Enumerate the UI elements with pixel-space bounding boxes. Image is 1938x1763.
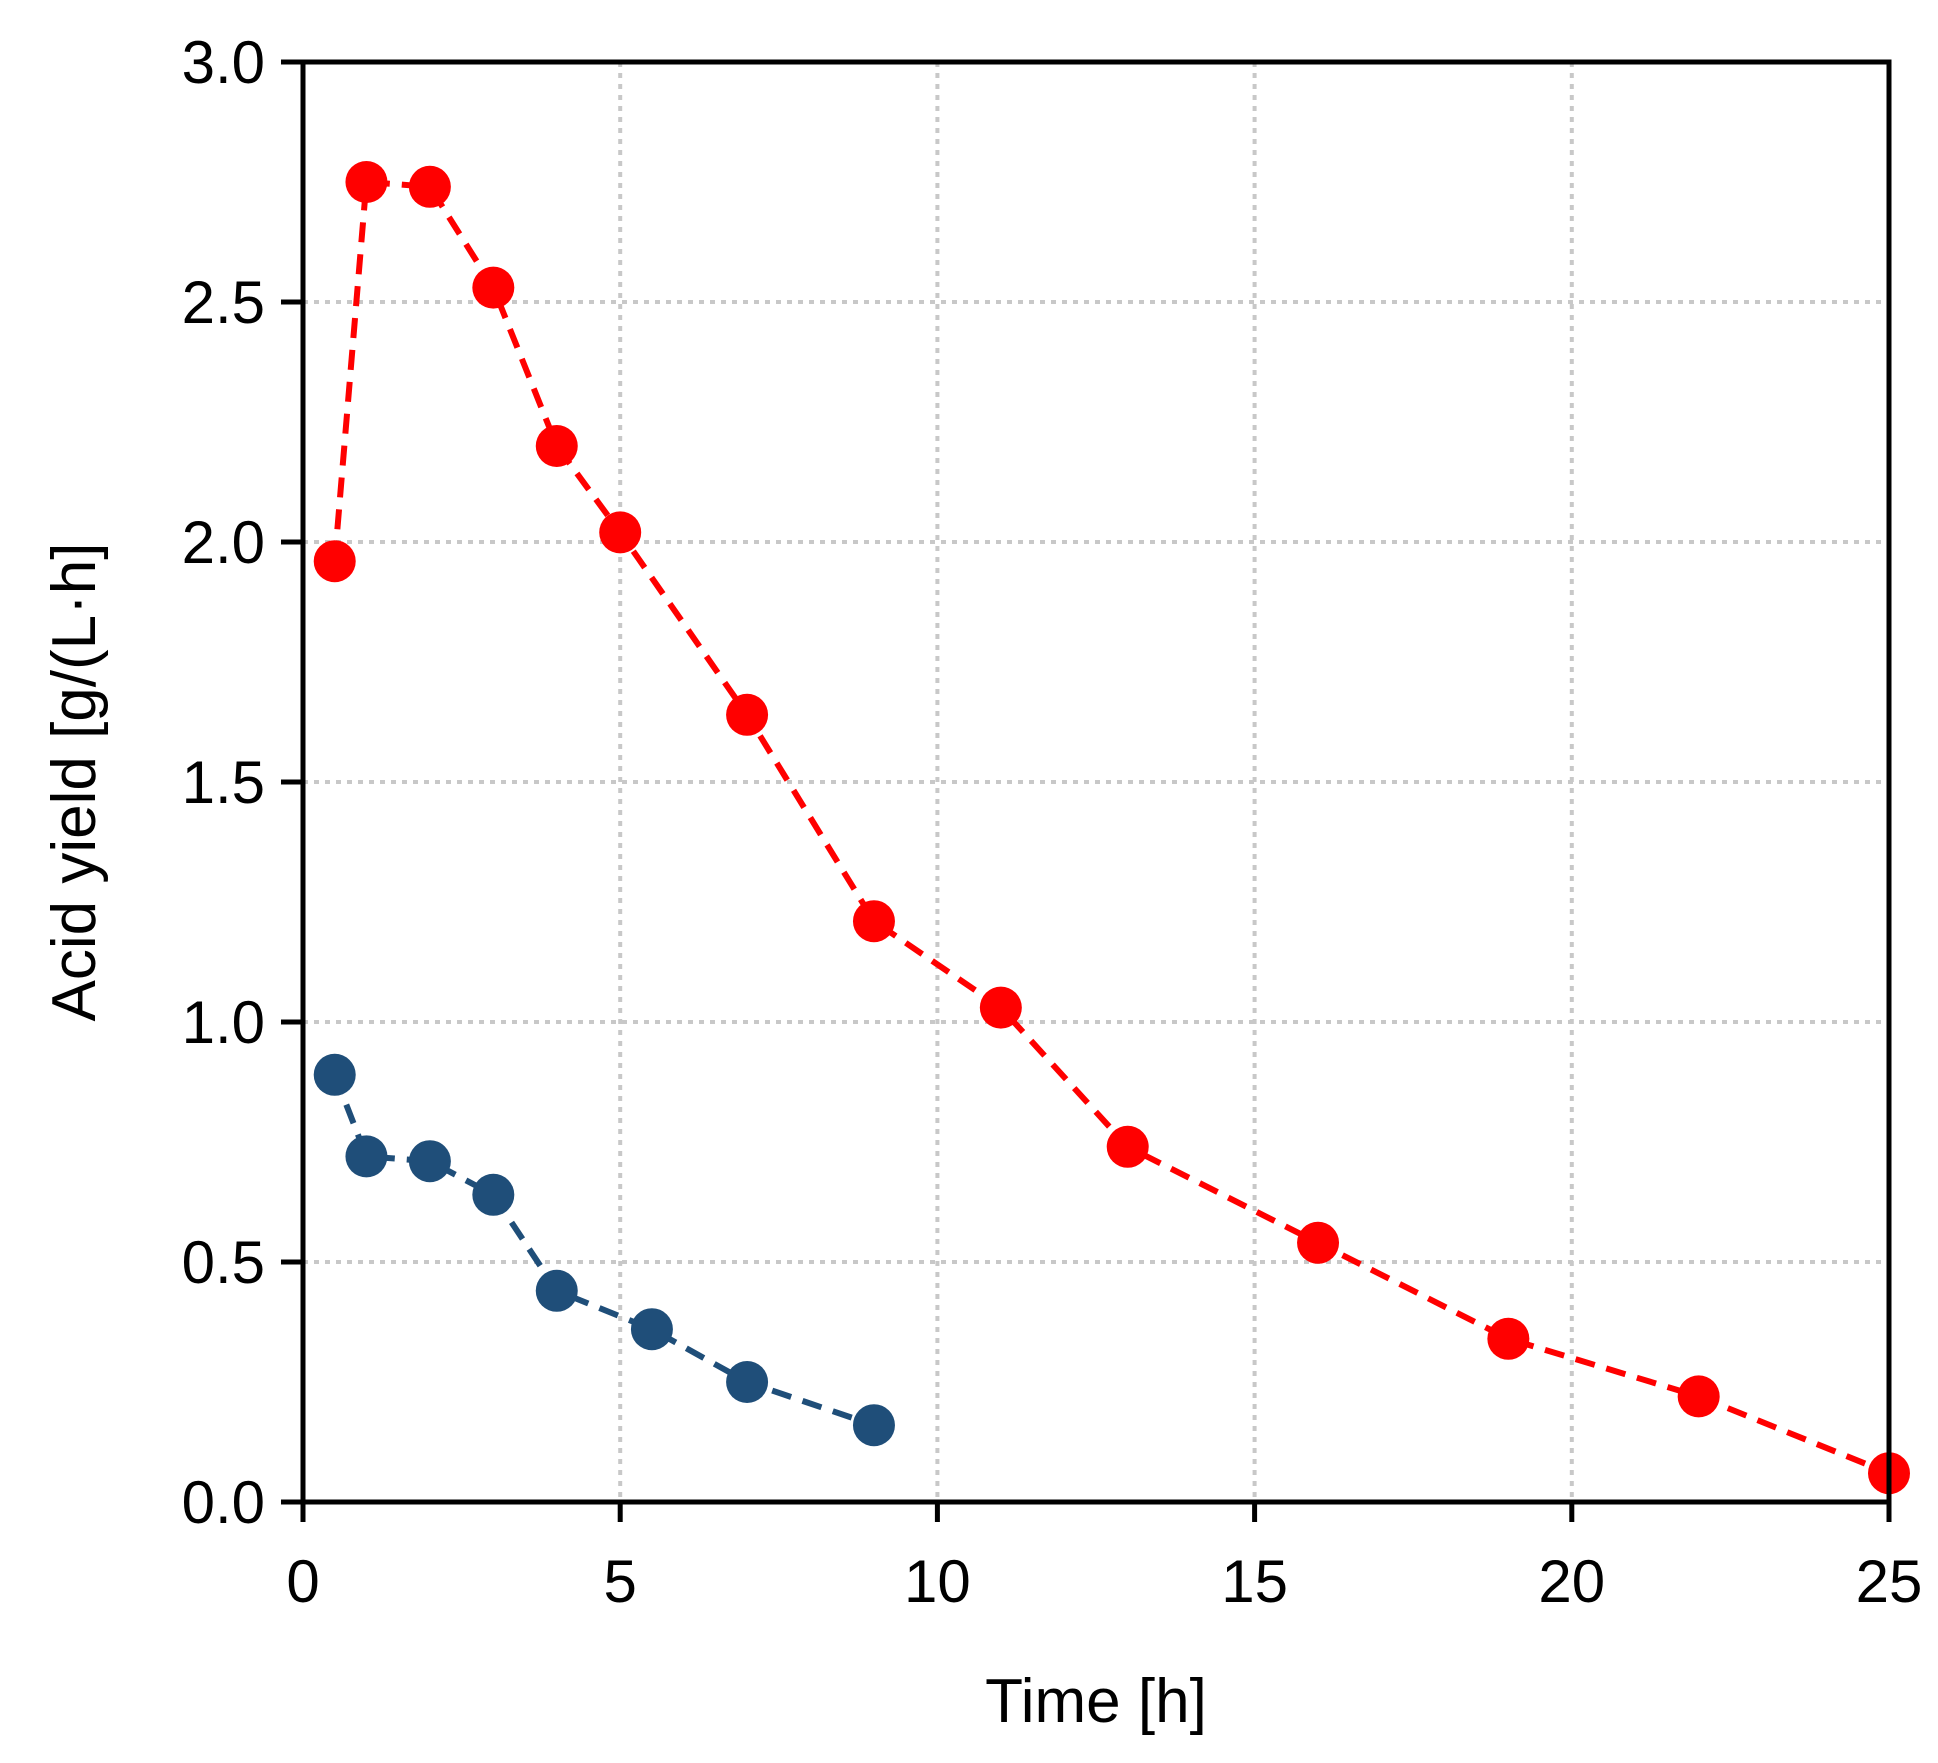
series-line <box>331 1073 875 1429</box>
data-point <box>852 1404 895 1447</box>
y-tick-label: 2.5 <box>182 269 265 336</box>
data-point <box>408 165 451 208</box>
data-point <box>535 425 578 467</box>
data-point <box>313 1053 356 1096</box>
data-point <box>599 511 642 554</box>
y-tick-label: 1.5 <box>182 749 265 816</box>
data-point <box>313 540 356 583</box>
tick-labels: 0 5 10 15 20 25 0.0 0.5 1.0 1.5 2.0 2.5 3.0 <box>182 29 1923 1615</box>
data-point <box>472 1173 515 1216</box>
plot-frame <box>300 59 1892 1505</box>
data-point <box>408 1140 451 1183</box>
data-point <box>535 1269 578 1312</box>
data-point <box>1297 1221 1340 1264</box>
data-point <box>472 266 515 309</box>
x-tick-label: 0 <box>286 1548 319 1615</box>
x-tick-label: 25 <box>1856 1548 1923 1615</box>
data-point <box>979 986 1022 1029</box>
x-tick-label: 20 <box>1538 1548 1605 1615</box>
data-point <box>1487 1317 1530 1360</box>
grid <box>303 62 1889 1502</box>
y-tick-label: 3.0 <box>182 29 265 96</box>
data-point <box>345 1135 388 1178</box>
data-point <box>726 1361 769 1403</box>
y-tick-label: 0.0 <box>182 1469 265 1536</box>
axis-ticks <box>281 59 1892 1522</box>
plot-series <box>313 161 1910 1495</box>
data-point <box>852 900 895 943</box>
data-point <box>726 693 769 736</box>
data-point <box>1677 1375 1720 1418</box>
data-point <box>345 161 388 203</box>
data-point <box>1106 1125 1149 1168</box>
y-tick-label: 1.0 <box>182 989 265 1056</box>
data-point <box>630 1308 673 1351</box>
x-tick-label: 5 <box>604 1548 637 1615</box>
y-axis-title: Acid yield [g/(L·h] <box>40 543 109 1022</box>
x-axis-title: Time [h] <box>985 1667 1207 1736</box>
x-tick-label: 15 <box>1221 1548 1288 1615</box>
y-tick-label: 2.0 <box>182 509 265 576</box>
y-tick-label: 0.5 <box>182 1229 265 1296</box>
x-tick-label: 10 <box>904 1548 971 1615</box>
